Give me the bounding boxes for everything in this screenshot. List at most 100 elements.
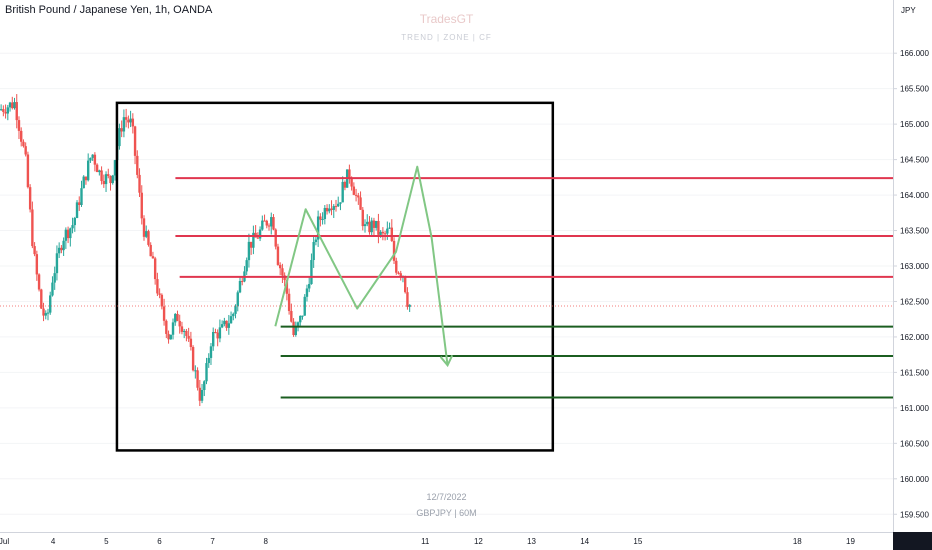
candle [203, 380, 206, 397]
candle [200, 383, 204, 404]
candle [392, 237, 396, 265]
time-axis-corner [893, 532, 932, 550]
candle [178, 314, 181, 334]
candle [194, 365, 197, 379]
candle [182, 328, 186, 339]
candle-body [220, 324, 224, 328]
candle-body [245, 260, 248, 272]
candle [381, 227, 385, 241]
candle [149, 242, 152, 257]
projection-line [274, 165, 449, 366]
candle-body [377, 220, 380, 235]
candle-body [86, 160, 90, 181]
candle [403, 275, 407, 294]
price-tick-label: 166.000 [900, 49, 929, 58]
candle [261, 215, 264, 231]
candle [319, 213, 322, 227]
candle-body [312, 241, 315, 261]
time-tick-label: 6 [157, 537, 162, 546]
candle [245, 257, 248, 276]
candle-body [408, 304, 411, 307]
candle [151, 251, 155, 259]
candle-body [290, 310, 293, 322]
candle [196, 367, 199, 391]
candle-body [299, 315, 302, 323]
candle [156, 272, 159, 297]
candle-body [22, 141, 25, 147]
candle [40, 288, 43, 309]
candle-body [270, 217, 273, 227]
candle-body [122, 117, 126, 132]
candle [158, 288, 161, 299]
candle-body [216, 332, 219, 339]
candle [366, 214, 369, 227]
candle [165, 319, 168, 339]
candle-body [247, 241, 251, 261]
candle [53, 266, 56, 290]
candle [2, 105, 5, 117]
candle [294, 321, 298, 337]
time-tick-label: 14 [580, 537, 589, 546]
candle [386, 221, 389, 240]
candle [131, 113, 135, 134]
candle [377, 213, 380, 244]
candle-body [17, 120, 21, 131]
candle-body [182, 330, 186, 332]
candle [243, 266, 246, 283]
candle [145, 225, 148, 239]
candle-body [80, 188, 83, 205]
candle [238, 276, 242, 294]
candle-body [51, 282, 54, 296]
candle-body [272, 217, 275, 230]
candle [249, 241, 253, 255]
horizontal-levels: 164.238163.423162.846162.146161.731161.1… [0, 172, 931, 404]
candle-body [35, 254, 39, 275]
candle-body [84, 176, 88, 181]
candle [263, 214, 266, 222]
candle-body [138, 174, 141, 193]
candle-body [332, 206, 335, 210]
candle-body [406, 292, 409, 307]
candle [138, 168, 141, 197]
candle-body [4, 111, 7, 114]
candle [20, 127, 23, 147]
candle [354, 188, 358, 202]
candle-body [98, 170, 101, 173]
candle-body [42, 308, 45, 316]
candle-body [370, 220, 373, 233]
candle-body [205, 363, 208, 382]
candle-body [343, 181, 347, 188]
price-axis-bg [893, 0, 932, 550]
candle [78, 196, 81, 211]
candle-body [187, 335, 190, 339]
candle-body [314, 239, 318, 242]
candle [207, 353, 210, 368]
candle [104, 171, 108, 193]
candle-body [258, 229, 262, 239]
candle [44, 310, 47, 320]
candle-body [350, 178, 353, 187]
candle-body [403, 276, 407, 293]
candle-body [100, 170, 103, 182]
candle [13, 97, 16, 110]
candle-body [8, 102, 12, 108]
candle-body [265, 220, 268, 226]
price-tick-label: 161.000 [900, 404, 929, 413]
candle [314, 237, 318, 246]
candle [368, 216, 371, 235]
candle-body [285, 280, 289, 294]
candle [274, 228, 277, 250]
candle-body [274, 229, 277, 247]
candle [60, 245, 63, 254]
candle-body [145, 231, 148, 237]
price-tick-label: 164.500 [900, 156, 929, 165]
candle [198, 379, 202, 407]
candle [86, 153, 90, 182]
candle-body [321, 219, 324, 221]
candle-body [131, 118, 135, 127]
candle [147, 229, 150, 247]
candle-body [249, 241, 253, 248]
candle [258, 226, 262, 242]
candle-body [62, 240, 65, 251]
